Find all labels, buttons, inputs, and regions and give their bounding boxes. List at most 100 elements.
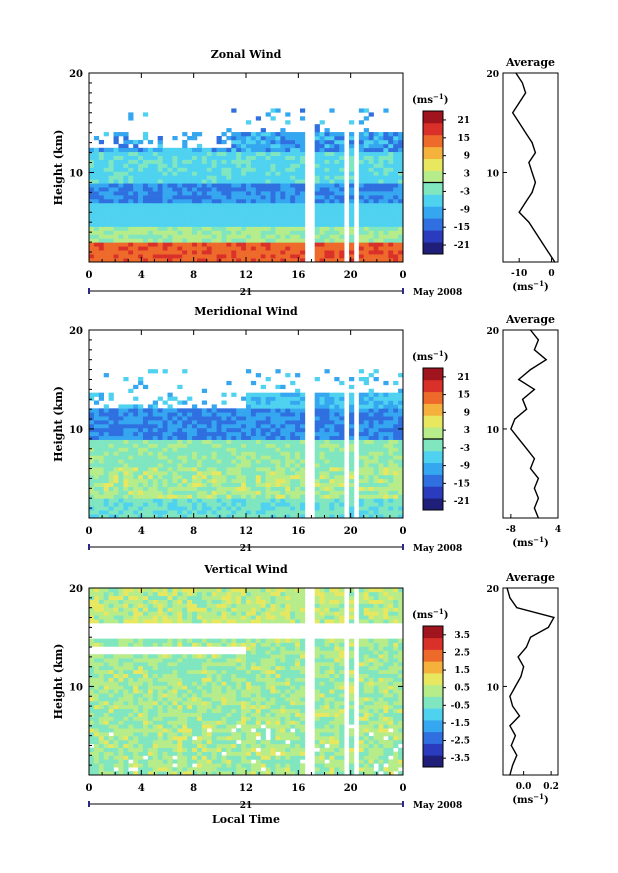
- heatmap-cell: [319, 739, 325, 745]
- heatmap-cell: [290, 506, 296, 511]
- heatmap-cell: [250, 136, 257, 141]
- colorbar-swatch: [423, 415, 443, 428]
- heatmap-cell: [118, 482, 124, 487]
- heatmap-cell: [383, 478, 389, 484]
- heatmap-cell: [108, 195, 114, 200]
- heatmap-cell: [187, 443, 193, 448]
- heatmap-cell: [393, 167, 399, 172]
- heatmap-cell: [142, 716, 149, 721]
- heatmap-cell: [98, 767, 105, 772]
- heatmap-cell: [295, 486, 301, 491]
- heatmap-cell: [383, 420, 389, 425]
- heatmap-cell: [167, 222, 173, 227]
- heatmap-cell: [388, 147, 394, 153]
- heatmap-cell: [177, 416, 183, 421]
- heatmap-cell: [388, 218, 394, 223]
- heatmap-cell: [265, 151, 271, 156]
- heatmap-cell: [285, 755, 291, 760]
- heatmap-cell: [103, 498, 109, 503]
- heatmap-cell: [187, 751, 193, 756]
- heatmap-cell: [142, 210, 149, 216]
- heatmap-cell: [196, 163, 203, 168]
- heatmap-cell: [255, 739, 262, 745]
- heatmap-cell: [152, 202, 158, 208]
- heatmap-cell: [211, 471, 217, 476]
- heatmap-cell: [182, 424, 188, 429]
- heatmap-cell: [285, 751, 291, 756]
- heatmap-cell: [147, 242, 154, 247]
- heatmap-cell: [172, 191, 178, 196]
- colorbar-unit-main: (ms: [412, 95, 433, 106]
- heatmap-cell: [393, 494, 399, 499]
- heatmap-cell: [383, 108, 389, 113]
- heatmap-cell: [349, 728, 355, 733]
- heatmap-cell: [196, 435, 203, 440]
- heatmap-cell: [182, 716, 188, 721]
- heatmap-cell: [265, 771, 271, 776]
- heatmap-cell: [393, 254, 399, 259]
- heatmap-cell: [157, 206, 163, 212]
- heatmap-cell: [373, 424, 379, 429]
- heatmap-cell: [349, 767, 355, 772]
- heatmap-cell: [138, 459, 144, 464]
- profile-point: [525, 448, 528, 450]
- heatmap-cells: [89, 588, 404, 776]
- heatmap-cell: [270, 143, 276, 149]
- heatmap-cell: [206, 431, 212, 437]
- heatmap-cell: [280, 163, 286, 168]
- heatmap-cell: [334, 179, 340, 184]
- heatmap-cell: [246, 147, 252, 153]
- heatmap-cell: [368, 724, 374, 729]
- heatmap-cell: [162, 743, 168, 749]
- heatmap-cell: [295, 183, 301, 188]
- heatmap-cell: [378, 486, 384, 491]
- heatmap-cell: [118, 226, 124, 231]
- heatmap-cell: [329, 763, 335, 768]
- heatmap-cell: [211, 416, 217, 421]
- heatmap-cell: [226, 147, 232, 153]
- heatmap-cell: [363, 455, 369, 460]
- heatmap-cell: [314, 447, 320, 452]
- heatmap-cell: [138, 408, 144, 413]
- heatmap-cell: [221, 210, 227, 216]
- colorbar-swatch: [423, 182, 443, 195]
- heatmap-cell: [373, 206, 379, 212]
- heatmap-cell: [231, 439, 237, 444]
- heatmap-cell: [393, 716, 399, 721]
- heatmap-cell: [398, 747, 404, 752]
- heatmap-cell: [280, 206, 286, 212]
- heatmap-cell: [123, 771, 129, 776]
- heatmap-cell: [363, 230, 369, 235]
- heatmap-cell: [250, 250, 257, 255]
- heatmap-cell: [196, 254, 203, 259]
- heatmap-cell: [226, 751, 232, 756]
- heatmap-cell: [299, 210, 306, 216]
- heatmap-cell: [113, 502, 119, 507]
- heatmap-cell: [167, 171, 173, 176]
- heatmap-cell: [285, 502, 291, 507]
- heatmap-cell: [280, 474, 286, 480]
- profile-point: [534, 151, 536, 154]
- heatmap-cell: [196, 732, 203, 737]
- heatmap-cell: [378, 167, 384, 172]
- heatmap-cell: [167, 175, 173, 180]
- heatmap-cell: [383, 712, 389, 717]
- heatmap-cell: [393, 214, 399, 219]
- heatmap-cell: [98, 498, 105, 503]
- heatmap-cell: [113, 443, 119, 448]
- heatmap-cell: [152, 408, 158, 413]
- heatmap-cell: [221, 759, 227, 764]
- heatmap-cell: [187, 179, 193, 184]
- heatmap-cell: [113, 478, 119, 484]
- heatmap-cell: [108, 471, 114, 476]
- heatmap-cell: [231, 250, 237, 255]
- heatmap-cell: [349, 482, 355, 487]
- heatmap-cell: [162, 400, 168, 405]
- heatmap-cell: [196, 767, 203, 772]
- heatmap-cell: [103, 482, 109, 487]
- heatmap-cell: [211, 187, 217, 192]
- heatmap-cell: [290, 151, 296, 156]
- heatmap-cell: [250, 191, 257, 196]
- heatmap-cell: [250, 502, 257, 507]
- heatmap-cell: [393, 206, 399, 212]
